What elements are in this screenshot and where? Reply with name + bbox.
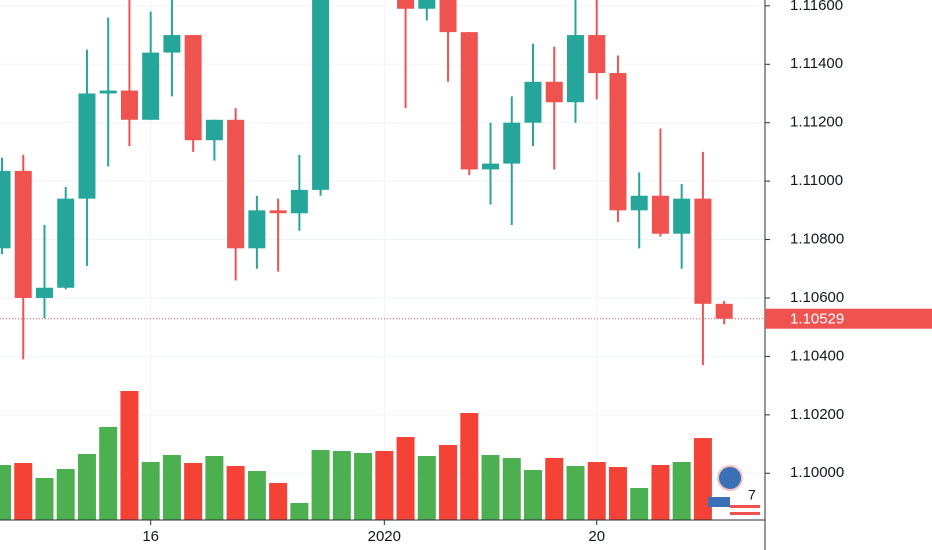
x-tick-label: 20 xyxy=(588,528,605,545)
volume-bar xyxy=(587,462,606,520)
y-tick-label: 1.10600 xyxy=(790,289,844,306)
candle-body xyxy=(609,73,627,211)
y-tick-label: 1.11400 xyxy=(790,55,843,72)
candle-body xyxy=(142,52,160,120)
y-tick-label: 1.10000 xyxy=(790,464,844,481)
volume-bar xyxy=(417,456,436,520)
volume-bar xyxy=(184,463,203,520)
volume-bar xyxy=(396,437,415,520)
last-price-label: 1.10529 xyxy=(790,311,844,328)
volume-bar xyxy=(290,503,309,520)
candle-body xyxy=(120,90,138,120)
candle-body xyxy=(566,35,584,103)
candle-body xyxy=(78,93,96,199)
candle-body xyxy=(630,195,648,211)
volume-bar xyxy=(226,466,245,520)
candle-body xyxy=(290,189,308,214)
volume-bar xyxy=(672,462,691,520)
volume-bar xyxy=(141,462,160,520)
volume-bar xyxy=(651,465,670,520)
candle-body xyxy=(57,198,75,288)
volume-bar xyxy=(269,483,288,520)
volume-bar xyxy=(311,450,330,520)
y-tick-label: 1.10800 xyxy=(790,231,844,248)
last-price-box xyxy=(765,308,932,329)
candle-body xyxy=(184,35,202,141)
y-tick-label: 1.10400 xyxy=(790,347,844,364)
y-tick-label: 1.11000 xyxy=(790,172,843,189)
volume-bar xyxy=(99,427,118,520)
volume-bar xyxy=(120,391,139,520)
events-icon: 7 xyxy=(708,465,760,515)
candle-body xyxy=(312,0,330,190)
volume-bar xyxy=(35,478,54,520)
candle-body xyxy=(482,163,500,170)
volume-bar xyxy=(608,467,627,520)
volume-bar xyxy=(502,458,521,520)
volume-bar xyxy=(693,438,712,520)
y-tick-label: 1.11200 xyxy=(790,114,843,131)
volume-bar xyxy=(460,413,479,520)
volume-bar xyxy=(545,458,564,520)
event-count: 7 xyxy=(748,487,756,503)
candle-body xyxy=(418,0,436,9)
volume-bar xyxy=(247,471,266,520)
volume-bar xyxy=(332,451,351,520)
candle-body xyxy=(588,35,606,74)
candle-body xyxy=(227,119,245,249)
volume-bar xyxy=(77,454,96,520)
candle-body xyxy=(439,0,457,33)
candle-body xyxy=(524,81,542,123)
candle-body xyxy=(0,170,11,249)
candle-body xyxy=(248,210,266,249)
candle-body xyxy=(694,198,712,304)
plot-area xyxy=(0,0,765,520)
candle-body xyxy=(269,210,287,214)
candle-body xyxy=(545,81,563,103)
candle-body xyxy=(715,303,733,319)
volume-bar xyxy=(439,445,458,520)
candle-body xyxy=(460,32,478,170)
volume-bar xyxy=(630,488,649,520)
candle-body xyxy=(163,35,181,53)
candle-body xyxy=(14,170,32,298)
volume-bar xyxy=(56,469,75,520)
volume-bar xyxy=(205,456,224,520)
volume-bar xyxy=(566,466,585,520)
volume-bar xyxy=(524,470,542,520)
candle-body xyxy=(397,0,415,9)
candle-body xyxy=(99,90,117,94)
volume-bar xyxy=(14,463,33,520)
candle-body xyxy=(673,198,691,234)
volume-bar xyxy=(375,451,394,520)
y-tick-label: 1.10200 xyxy=(790,406,844,423)
volume-bar xyxy=(0,465,11,520)
candle-body xyxy=(503,122,521,164)
volume-bar xyxy=(162,455,181,520)
y-tick-label: 1.11600 xyxy=(790,0,843,14)
x-tick-label: 2020 xyxy=(368,528,401,545)
candle-body xyxy=(651,195,669,234)
candle-body xyxy=(35,287,53,298)
volume-bar xyxy=(481,455,500,520)
candle-body xyxy=(205,119,223,141)
x-tick-label: 16 xyxy=(142,528,159,545)
volume-bar xyxy=(354,453,373,520)
